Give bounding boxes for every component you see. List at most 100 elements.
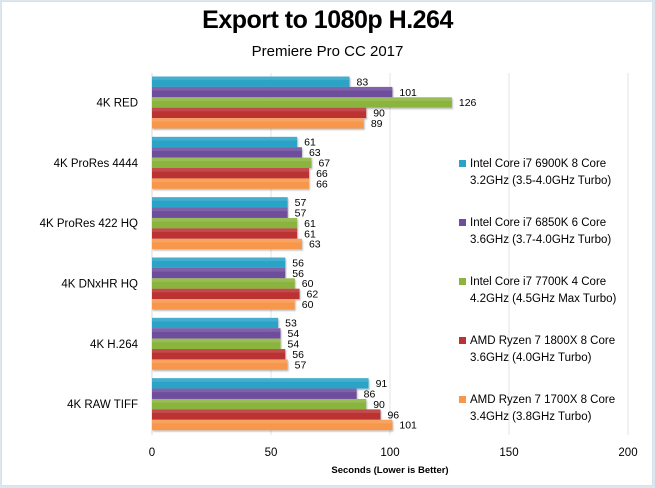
bar-highlight xyxy=(152,317,279,322)
bar-highlight xyxy=(152,278,295,282)
x-tick-label: 100 xyxy=(380,447,399,459)
bar xyxy=(152,136,298,148)
chart-title: Export to 1080p H.264 xyxy=(202,6,453,34)
data-label: 89 xyxy=(371,118,383,130)
legend: Intel Core i7 6900K 8 Core 3.2GHz (3.5-4.… xyxy=(459,158,617,423)
data-label: 90 xyxy=(373,108,385,120)
bar-highlight xyxy=(152,86,393,91)
bar xyxy=(152,228,298,239)
data-label: 96 xyxy=(387,409,399,421)
bar xyxy=(152,257,286,268)
data-label: 86 xyxy=(364,388,376,400)
bar-highlight xyxy=(152,349,286,353)
data-label: 66 xyxy=(316,168,328,180)
bar xyxy=(152,288,300,300)
bar-highlight xyxy=(152,328,281,332)
bar-highlight xyxy=(152,118,364,122)
bar-highlight xyxy=(152,409,381,414)
legend-swatch xyxy=(459,278,466,285)
chart-subtitle: Premiere Pro CC 2017 xyxy=(251,43,404,60)
bar xyxy=(152,118,364,129)
bar-highlight xyxy=(152,217,298,222)
legend-label: Intel Core i7 6900K 8 Core xyxy=(470,158,606,170)
bar-highlight xyxy=(152,157,312,162)
legend-swatch xyxy=(459,160,466,167)
bar xyxy=(152,359,288,370)
bar xyxy=(152,217,298,229)
legend-label: AMD Ryzen 7 1800X 8 Core xyxy=(470,335,615,347)
data-label: 57 xyxy=(295,359,307,371)
bar xyxy=(152,278,295,289)
data-label: 54 xyxy=(288,328,300,340)
bar xyxy=(152,267,286,279)
gridlines xyxy=(151,73,629,435)
bar-highlight xyxy=(152,136,298,141)
legend-swatch xyxy=(459,337,466,344)
bar-highlight xyxy=(152,398,367,403)
data-label: 60 xyxy=(302,278,314,290)
legend-label-detail: 3.6GHz (3.7-4.0GHz Turbo) xyxy=(470,234,611,246)
bar-highlight xyxy=(152,299,295,303)
data-labels: 8310112690896163676666575761616356566062… xyxy=(285,76,476,431)
data-label: 53 xyxy=(285,318,297,330)
legend-swatch xyxy=(459,396,466,403)
data-label: 61 xyxy=(304,137,316,149)
bar xyxy=(152,147,302,158)
x-tick-label: 50 xyxy=(265,447,278,459)
data-label: 101 xyxy=(399,420,417,432)
bar xyxy=(152,86,393,98)
bar-highlight xyxy=(152,228,298,233)
bar xyxy=(152,349,286,360)
x-tick-label: 200 xyxy=(618,447,637,459)
category-label: 4K RED xyxy=(96,98,138,110)
legend-label-detail: 3.6GHz (4.0GHz Turbo) xyxy=(470,352,592,364)
legend-label-detail: 4.2GHz (4.5GHz Max Turbo) xyxy=(470,293,617,305)
bar xyxy=(152,328,281,339)
bar-highlight xyxy=(152,359,288,364)
x-tick-label: 150 xyxy=(499,447,518,459)
category-label: 4K ProRes 4444 xyxy=(54,158,139,170)
category-label: 4K ProRes 422 HQ xyxy=(40,218,138,230)
category-label: 4K RAW TIFF xyxy=(67,399,138,411)
bar-highlight xyxy=(152,388,357,393)
bar-highlight xyxy=(152,288,300,293)
data-label: 66 xyxy=(316,178,328,190)
category-label: 4K H.264 xyxy=(90,339,139,351)
data-label: 63 xyxy=(309,239,321,251)
bar xyxy=(152,317,279,329)
data-label: 63 xyxy=(309,147,321,159)
bar-highlight xyxy=(152,338,281,343)
data-label: 83 xyxy=(357,76,369,88)
bar-highlight xyxy=(152,107,367,112)
bar xyxy=(152,76,350,87)
bar xyxy=(152,178,310,189)
category-label: 4K DNxHR HQ xyxy=(61,279,138,291)
x-tick-labels: 0 50 100 150 200 xyxy=(149,447,638,459)
category-labels: 4K RED 4K ProRes 4444 4K ProRes 422 HQ 4K D… xyxy=(40,98,139,412)
bar xyxy=(152,338,281,350)
data-label: 54 xyxy=(288,339,300,351)
bar xyxy=(152,207,288,218)
data-label: 126 xyxy=(459,97,477,109)
bar xyxy=(152,409,381,420)
bar-highlight xyxy=(152,378,369,382)
legend-label: Intel Core i7 6850K 6 Core xyxy=(470,217,606,229)
legend-label-detail: 3.4GHz (3.8GHz Turbo) xyxy=(470,411,592,423)
data-label: 67 xyxy=(318,158,330,170)
bar xyxy=(152,97,452,108)
data-label: 61 xyxy=(304,218,316,230)
bar-highlight xyxy=(152,168,310,172)
bar xyxy=(152,107,367,119)
bar xyxy=(152,388,357,399)
legend-swatch xyxy=(459,219,466,226)
data-label: 56 xyxy=(292,257,304,269)
bars xyxy=(152,76,452,431)
data-label: 91 xyxy=(376,378,388,390)
bar-highlight xyxy=(152,257,286,262)
bar xyxy=(152,238,302,250)
bar-highlight xyxy=(152,419,393,424)
bar xyxy=(152,299,295,310)
bar-highlight xyxy=(152,207,288,212)
bar xyxy=(152,398,367,410)
data-label: 56 xyxy=(292,349,304,361)
